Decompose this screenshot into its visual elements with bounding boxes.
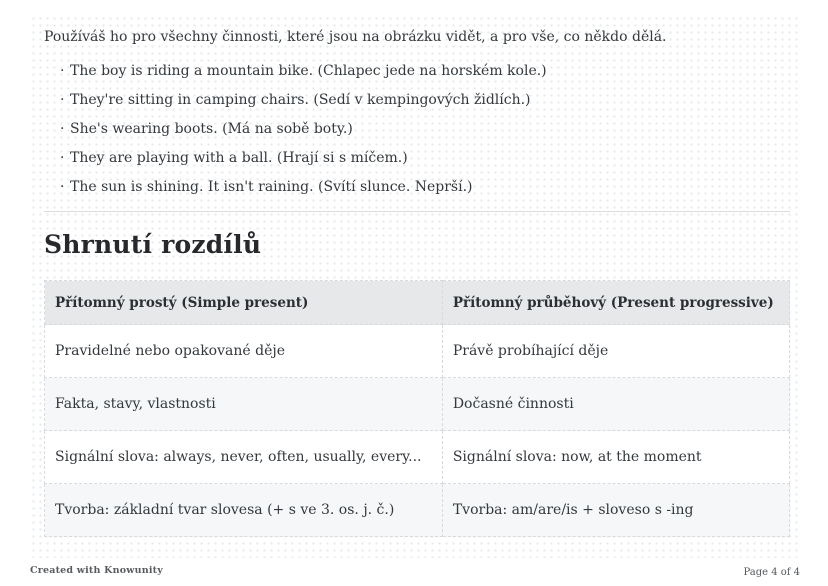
table-cell: Signální slova: always, never, often, us… xyxy=(44,430,443,484)
bullet-icon: · xyxy=(60,121,65,137)
table-cell: Signální slova: now, at the moment xyxy=(441,430,791,484)
example-sentence-item: · They are playing with a ball. (Hrají si… xyxy=(60,150,790,167)
example-sentence-text: They're sitting in camping chairs. (Sedí… xyxy=(70,92,531,108)
table-cell: Tvorba: am/are/is + sloveso s -ing xyxy=(441,483,791,537)
created-with-label: Created with Knowunity xyxy=(30,565,163,576)
table-row: Signální slova: always, never, often, us… xyxy=(44,430,791,484)
bullet-icon: · xyxy=(60,92,65,108)
bullet-icon: · xyxy=(60,179,65,195)
bullet-icon: · xyxy=(60,150,65,166)
example-sentence-text: They are playing with a ball. (Hrají si … xyxy=(70,150,408,166)
example-sentence-text: She's wearing boots. (Má na sobě boty.) xyxy=(70,121,353,137)
example-sentence-list: · The boy is riding a mountain bike. (Chl… xyxy=(60,63,790,196)
example-sentence-text: The boy is riding a mountain bike. (Chla… xyxy=(70,63,547,79)
table-header-cell: Přítomný průběhový (Present progressive) xyxy=(441,280,791,325)
table-cell: Dočasné činnosti xyxy=(441,377,791,431)
section-heading: Shrnutí rozdílů xyxy=(44,230,262,259)
table-cell: Fakta, stavy, vlastnosti xyxy=(44,377,443,431)
bullet-icon: · xyxy=(60,63,65,79)
table-row: Fakta, stavy, vlastnosti Dočasné činnosti xyxy=(44,377,791,431)
table-cell: Právě probíhající děje xyxy=(441,324,791,378)
table-row: Tvorba: základní tvar slovesa (+ s ve 3.… xyxy=(44,483,791,537)
intro-paragraph: Používáš ho pro všechny činnosti, které … xyxy=(44,29,667,45)
document-page: Používáš ho pro všechny činnosti, které … xyxy=(30,15,798,558)
tense-comparison-table: Přítomný prostý (Simple present) Přítomný… xyxy=(44,280,791,537)
example-sentence-item: · The sun is shining. It isn't raining. (… xyxy=(60,179,790,196)
example-sentence-item: · They're sitting in camping chairs. (Sed… xyxy=(60,92,790,109)
table-row: Pravidelné nebo opakované děje Právě prob… xyxy=(44,324,791,378)
example-sentence-item: · The boy is riding a mountain bike. (Chl… xyxy=(60,63,790,80)
example-sentence-text: The sun is shining. It isn't raining. (S… xyxy=(70,179,473,195)
table-body: Pravidelné nebo opakované děje Právě prob… xyxy=(44,324,791,537)
page-number-label: Page 4 of 4 xyxy=(743,567,800,578)
table-header-row: Přítomný prostý (Simple present) Přítomný… xyxy=(44,280,791,325)
example-sentence-item: · She's wearing boots. (Má na sobě boty.) xyxy=(60,121,790,138)
table-cell: Tvorba: základní tvar slovesa (+ s ve 3.… xyxy=(44,483,443,537)
section-divider xyxy=(44,211,790,212)
table-cell: Pravidelné nebo opakované děje xyxy=(44,324,443,378)
table-header-cell: Přítomný prostý (Simple present) xyxy=(44,280,443,325)
